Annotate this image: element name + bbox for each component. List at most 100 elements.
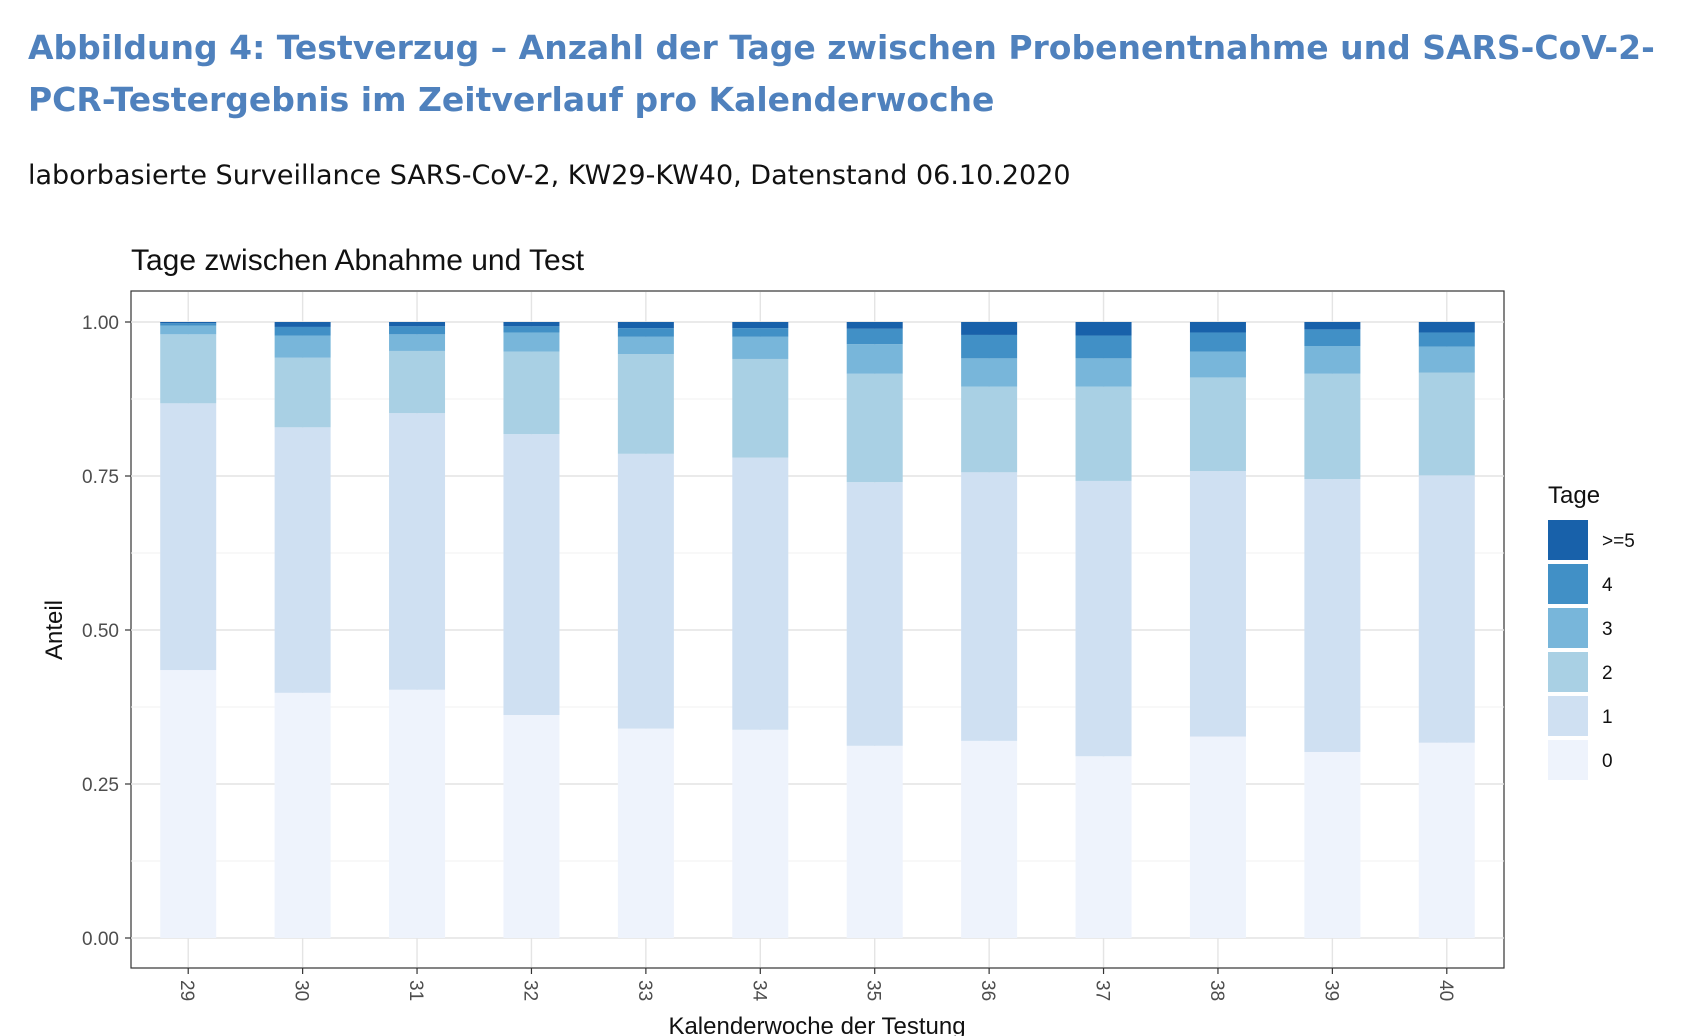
legend-swatch <box>1548 564 1588 604</box>
bar-segment <box>274 322 331 327</box>
bar-segment <box>846 745 903 938</box>
legend-label: 0 <box>1602 751 1613 772</box>
bar-segment <box>1189 377 1246 472</box>
bar-segment <box>1075 756 1132 938</box>
bar-segment <box>503 351 560 435</box>
x-tick-label: 35 <box>863 980 884 1001</box>
bar-segment <box>846 482 903 746</box>
bar-segment <box>160 325 217 335</box>
bar-segment <box>732 322 789 329</box>
legend-label: 1 <box>1602 707 1613 728</box>
y-tick-label: 0.75 <box>82 467 119 488</box>
bar-segment <box>961 334 1018 359</box>
x-tick-label: 33 <box>634 980 655 1001</box>
bar-segment <box>1189 351 1246 378</box>
bar-segment <box>1304 751 1361 938</box>
x-tick-label: 38 <box>1206 980 1227 1001</box>
bar-segment <box>1189 332 1246 352</box>
x-tick-label: 39 <box>1320 980 1341 1001</box>
bar-segment <box>1075 480 1132 757</box>
legend-swatch <box>1548 696 1588 736</box>
bar-segment <box>389 350 446 414</box>
bar-segment <box>1418 346 1475 373</box>
chart-title: Tage zwischen Abnahme und Test <box>131 244 585 277</box>
bar-segment <box>961 322 1018 335</box>
bar-segment <box>846 344 903 374</box>
bar-segment <box>1304 329 1361 347</box>
legend-label: 4 <box>1602 575 1613 596</box>
x-tick-label: 29 <box>176 980 197 1001</box>
bar-segment <box>617 328 674 337</box>
bar-segment <box>732 729 789 938</box>
x-tick-label: 30 <box>291 980 312 1001</box>
bar-segment <box>503 326 560 333</box>
bar-segment <box>1189 471 1246 737</box>
bar-segment <box>1304 479 1361 752</box>
bar-segment <box>1418 475 1475 743</box>
bar-segment <box>160 323 217 326</box>
legend-swatch <box>1548 740 1588 780</box>
bar-segment <box>503 322 560 327</box>
bar-segment <box>846 328 903 345</box>
bar-segment <box>1304 373 1361 480</box>
y-tick-label: 0.00 <box>82 929 119 950</box>
legend-label: >=5 <box>1602 531 1635 552</box>
bar-segment <box>160 334 217 404</box>
legend-swatch <box>1548 520 1588 560</box>
bar-segment <box>1418 372 1475 476</box>
bar-segment <box>1418 742 1475 938</box>
x-tick-label: 36 <box>977 980 998 1001</box>
y-axis-label: Anteil <box>41 600 68 660</box>
bar-segment <box>732 328 789 337</box>
bar-segment <box>274 326 331 336</box>
bar-segment <box>274 692 331 938</box>
bar-segment <box>617 354 674 454</box>
x-tick-label: 31 <box>405 980 426 1001</box>
bar-segment <box>846 373 903 483</box>
bar-segment <box>846 322 903 329</box>
legend: Tage >=5 4 3 2 1 0 <box>1548 482 1635 780</box>
bars-group <box>160 322 1475 938</box>
bar-segment <box>732 358 789 458</box>
bar-segment <box>1304 322 1361 330</box>
figure-heading: Abbildung 4: Testverzug – Anzahl der Tag… <box>28 28 1655 119</box>
bar-segment <box>1189 322 1246 333</box>
y-tick-label: 1.00 <box>82 313 119 334</box>
bar-segment <box>1418 332 1475 347</box>
bar-segment <box>389 689 446 938</box>
bar-segment <box>617 453 674 729</box>
bar-segment <box>961 472 1018 741</box>
bar-segment <box>503 715 560 938</box>
bar-segment <box>617 336 674 355</box>
y-axis: 0.00 0.25 0.50 0.75 1.00 <box>82 313 131 950</box>
bar-segment <box>617 322 674 329</box>
x-axis: 29 30 31 32 33 34 35 36 37 38 39 40 <box>176 968 1456 1002</box>
bar-segment <box>617 728 674 938</box>
bar-segment <box>389 322 446 327</box>
bar-segment <box>1189 736 1246 938</box>
bar-segment <box>1075 386 1132 481</box>
legend-title: Tage <box>1548 482 1600 509</box>
figure-subheading: laborbasierte Surveillance SARS-CoV-2, K… <box>28 160 1071 191</box>
bar-segment <box>389 326 446 335</box>
bar-segment <box>1075 322 1132 336</box>
bar-segment <box>160 403 217 671</box>
bar-segment <box>1304 346 1361 374</box>
bar-segment <box>503 332 560 352</box>
y-tick-label: 0.50 <box>82 621 119 642</box>
bar-segment <box>732 457 789 730</box>
bar-segment <box>274 335 331 358</box>
legend-swatch <box>1548 652 1588 692</box>
x-axis-label: Kalenderwoche der Testung <box>668 1013 965 1036</box>
bar-segment <box>961 358 1018 387</box>
x-tick-label: 32 <box>519 980 540 1001</box>
bar-segment <box>389 334 446 351</box>
x-tick-label: 40 <box>1435 980 1456 1001</box>
legend-label: 3 <box>1602 619 1613 640</box>
bar-segment <box>1418 322 1475 333</box>
bar-segment <box>160 322 217 324</box>
bar-segment <box>503 434 560 716</box>
bar-segment <box>1075 335 1132 359</box>
legend-label: 2 <box>1602 663 1613 684</box>
